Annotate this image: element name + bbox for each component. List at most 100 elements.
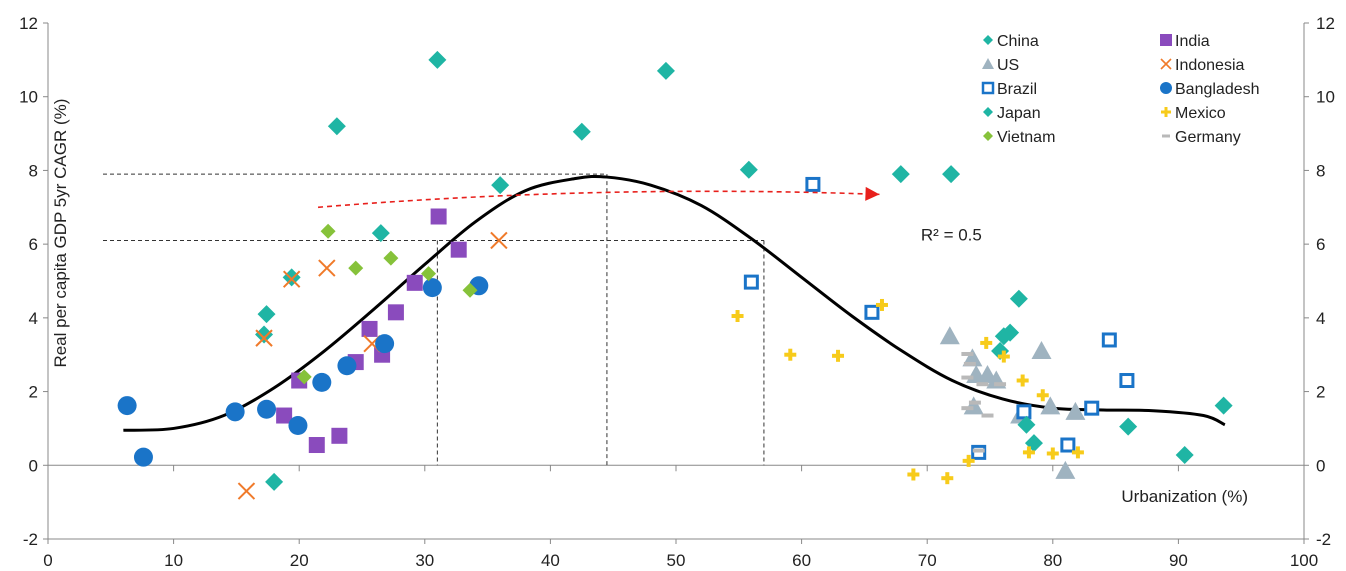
y-tick-label: 0 [29,456,38,475]
vietnam-point [421,266,437,282]
x-tick-label: 10 [164,551,183,570]
mexico-point [1022,446,1035,459]
bangladesh-point [422,278,442,298]
legend-marker [983,35,993,45]
indonesia-point [318,259,336,277]
mexico-point [962,454,975,467]
india-point [276,407,293,424]
mexico-point [1071,446,1084,459]
china-point [257,305,276,324]
legend-label: China [997,33,1039,50]
arrow-head [865,186,880,201]
japan-point [1017,415,1036,434]
vietnam-point [320,223,336,239]
us-point [963,396,984,415]
china-point [265,472,284,491]
china-point [327,117,346,136]
y2-tick-label: -2 [1316,530,1331,549]
legend-marker [981,81,995,95]
brazil-point [805,176,821,192]
legend-marker [983,131,993,141]
japan-point [891,165,910,184]
bangladesh-point [375,334,395,354]
x-stroke [282,270,301,288]
brazil-point [864,304,880,320]
y-tick-label: 8 [29,161,38,180]
guide-lines [103,173,765,466]
x-stroke [318,259,336,277]
x-tick-label: 70 [918,551,937,570]
japan-point [1175,445,1194,464]
y-tick-label: 4 [29,309,38,328]
mexico-point [832,349,845,362]
y-tick-label: 12 [19,14,38,33]
r-squared-annotation: R² = 0.5 [921,225,982,244]
y2-tick-label: 6 [1316,235,1325,254]
legend-item-mexico: Mexico [1161,105,1226,122]
x-stroke [490,231,508,250]
china-point [572,122,591,141]
mexico-point [731,310,744,323]
x-tick-label: 60 [792,551,811,570]
us-point [962,348,983,367]
axes: -2 0 2 4 6 8 10 12 -2 0 2 4 6 8 10 12 0 10 20 30 40 50 60 70 80 9… [19,14,1335,570]
legend-item-vietnam: Vietnam [983,129,1055,146]
legend-label: Japan [997,105,1041,122]
x-axis-label: Urbanization (%) [1121,487,1248,506]
bangladesh-point [312,372,332,392]
mexico-point [907,468,920,481]
us-point [1031,341,1052,360]
series-germany [961,351,1007,453]
vietnam-point [348,260,364,276]
x-tick-label: 80 [1043,551,1062,570]
brazil-point [1016,404,1032,420]
bangladesh-point [133,447,153,467]
bangladesh-point [117,396,137,416]
y2-tick-label: 0 [1316,456,1325,475]
vietnam-point [383,250,399,266]
indonesia-point [490,231,508,250]
japan-point [1009,289,1028,308]
legend-marker [983,107,993,117]
us-point [1055,460,1076,479]
brazil-point [743,274,759,290]
x-tick-label: 0 [43,551,52,570]
x-stroke [237,482,256,500]
us-point [939,326,960,345]
y-tick-label: 2 [29,383,38,402]
india-point [430,208,447,225]
x-tick-label: 50 [667,551,686,570]
legend-item-japan: Japan [983,105,1041,122]
legend-item-bangladesh: Bangladesh [1160,81,1260,98]
india-point [331,427,348,444]
indonesia-point [255,329,273,347]
indonesia-point [282,270,301,288]
mexico-point [941,472,954,485]
legend-item-china: China [983,33,1039,50]
brazil-point [1060,437,1076,453]
y2-tick-label: 2 [1316,383,1325,402]
series-vietnam [296,223,478,385]
china-point [371,224,390,243]
mexico-point [875,298,888,311]
x-tick-label: 40 [541,551,560,570]
legend-label: Mexico [1175,105,1226,122]
mexico-point [980,336,993,349]
bangladesh-point [257,399,277,419]
series-mexico [731,298,1084,485]
vietnam-point [296,369,312,385]
y2-tick-label: 4 [1316,309,1325,328]
x-tick-label: 20 [290,551,309,570]
legend-item-indonesia: Indonesia [1160,57,1244,74]
y-tick-label: 6 [29,235,38,254]
x-stroke [255,329,273,347]
legend-marker [982,58,994,69]
legend-label: Bangladesh [1175,81,1260,98]
brazil-point [1119,373,1135,389]
indonesia-point [237,482,256,500]
us-point [1040,396,1061,415]
legend-label: Vietnam [997,129,1055,146]
brazil-point [1101,332,1117,348]
y2-tick-label: 10 [1316,88,1335,107]
